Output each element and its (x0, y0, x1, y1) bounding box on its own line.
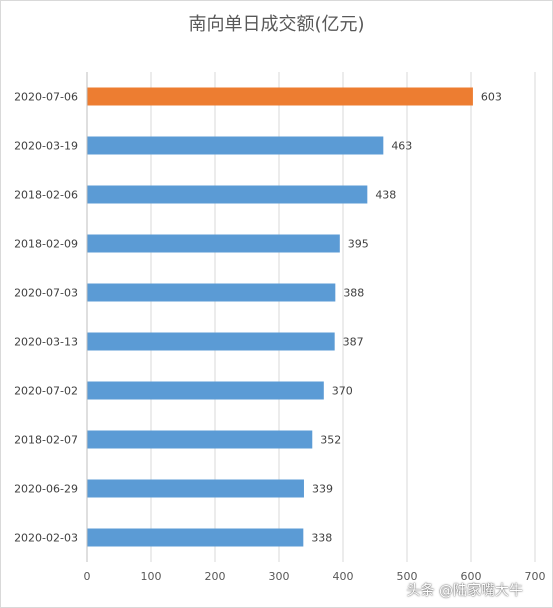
bar (87, 87, 473, 106)
bar (87, 479, 304, 498)
y-category-label: 2018-02-09 (14, 238, 78, 251)
chart-title: 南向单日成交额(亿元) (188, 14, 365, 35)
x-tick-label: 0 (84, 570, 91, 583)
x-tick-label: 400 (333, 570, 354, 583)
bar (87, 381, 324, 400)
bar (87, 430, 313, 449)
bar-data-label: 438 (375, 189, 396, 202)
x-tick-label: 500 (397, 570, 418, 583)
bar-data-label: 463 (391, 140, 412, 153)
y-category-label: 2020-03-13 (14, 336, 78, 349)
bar (87, 332, 335, 351)
bar (87, 234, 340, 253)
y-category-label: 2020-07-03 (14, 287, 78, 300)
y-category-label: 2020-07-02 (14, 385, 78, 398)
bar-data-label: 395 (348, 238, 369, 251)
bar-data-label: 388 (343, 287, 364, 300)
y-category-label: 2018-02-07 (14, 434, 78, 447)
watermark: 头条 @陆家嘴大牛 (406, 583, 523, 599)
x-tick-label: 300 (269, 570, 290, 583)
bar (87, 185, 368, 204)
bar (87, 283, 336, 302)
bar (87, 136, 384, 155)
bar (87, 528, 304, 547)
x-tick-label: 600 (461, 570, 482, 583)
y-category-label: 2020-06-29 (14, 483, 78, 496)
bar-data-label: 338 (311, 532, 332, 545)
bar-data-label: 339 (312, 483, 333, 496)
x-tick-label: 100 (141, 570, 162, 583)
y-category-label: 2020-07-06 (14, 91, 78, 104)
y-category-label: 2020-03-19 (14, 140, 78, 153)
y-category-label: 2020-02-03 (14, 532, 78, 545)
bar-data-label: 603 (481, 91, 502, 104)
x-tick-label: 700 (525, 570, 546, 583)
bar-data-label: 387 (343, 336, 364, 349)
x-tick-label: 200 (205, 570, 226, 583)
bar-data-label: 370 (332, 385, 353, 398)
bar-data-label: 352 (320, 434, 341, 447)
y-category-label: 2018-02-06 (14, 189, 78, 202)
